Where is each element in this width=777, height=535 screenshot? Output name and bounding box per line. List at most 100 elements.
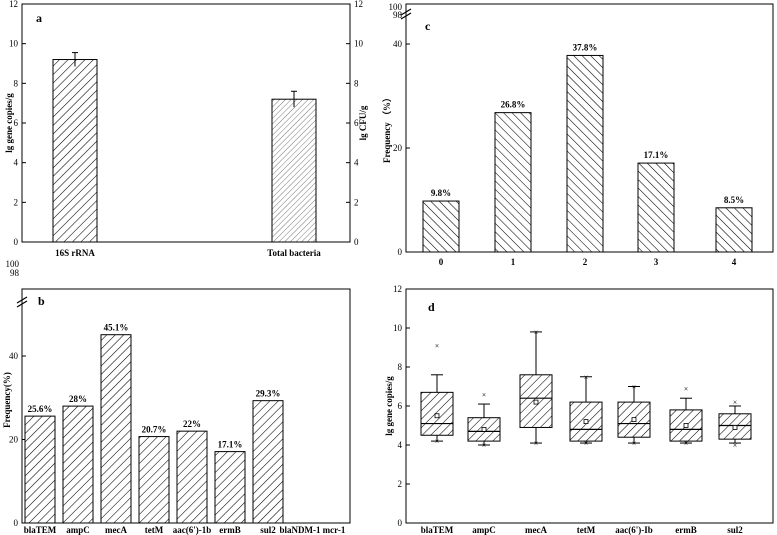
x-category-label: aac(6')-1b [173, 525, 212, 535]
x-category-label: 4 [732, 257, 737, 267]
y-tick-label: 6 [14, 118, 19, 128]
panel-b-ylabel: Frequency(%) [2, 372, 12, 428]
bar-value-label: 45.1% [104, 323, 129, 333]
x-category-label: ampC [66, 525, 90, 535]
mean-marker [583, 419, 589, 425]
y-tick-label: 40 [393, 39, 403, 49]
bar-value-label: 28% [69, 394, 87, 404]
y-tick-label-upper: 98 [393, 10, 403, 20]
x-category-label: 0 [439, 257, 444, 267]
bar-value-label: 17.1% [218, 440, 243, 450]
bar [100, 334, 132, 524]
outlier-marker: × [584, 439, 589, 448]
y-tick-label: 10 [393, 323, 403, 333]
axis-break-mark [16, 300, 28, 308]
panel-a-ylabel-right: lg CFU/g [358, 105, 368, 140]
x-category-label: aac(6')-Ib [615, 525, 653, 535]
bar-value-label: 22% [183, 419, 201, 429]
outlier-marker: × [435, 342, 440, 351]
bar [252, 400, 284, 524]
outlier-marker: × [435, 437, 440, 446]
panel-d-label: d [428, 300, 435, 314]
bar-value-label: 17.1% [644, 150, 669, 160]
bar [138, 436, 170, 524]
axis-break-mark [400, 8, 412, 16]
outlier-marker: × [584, 373, 589, 382]
x-category-label: tetM [577, 525, 596, 535]
y-tick-label: 0 [398, 518, 403, 528]
bar [271, 98, 317, 243]
mean-marker [434, 413, 440, 419]
axis-break-mark [400, 12, 412, 20]
x-category-label: 3 [654, 257, 659, 267]
y-tick-label-right: 0 [354, 237, 359, 247]
outlier-marker: × [632, 383, 637, 392]
bar-value-label: 20.7% [142, 425, 167, 435]
bar [494, 112, 532, 253]
x-category-label: ermB [675, 525, 697, 535]
outlier-marker: × [684, 384, 689, 393]
bar [422, 200, 460, 253]
x-category-label: blaTEM [421, 525, 454, 535]
x-category-label: blaTEM [24, 525, 57, 535]
bar [715, 207, 753, 253]
outlier-marker: × [632, 439, 637, 448]
bar [24, 415, 56, 524]
panel-c-label: c [425, 19, 431, 33]
bar-value-label: 29.3% [256, 389, 281, 399]
y-tick-label: 10 [9, 39, 19, 49]
y-tick-label: 12 [393, 284, 402, 294]
outlier-marker: × [534, 439, 539, 448]
bar [637, 162, 675, 253]
bar [214, 451, 246, 524]
x-category-label: mcr-1 [323, 525, 346, 535]
x-category-label: ampC [472, 525, 496, 535]
x-category-label: mecA [105, 525, 127, 535]
mean-marker [631, 417, 637, 423]
panel-d-ylabel: lg gene copies/g [384, 376, 394, 436]
mean-marker [481, 426, 487, 432]
bar-value-label: 37.8% [573, 42, 598, 52]
y-tick-label: 20 [393, 143, 403, 153]
panel-a-label: a [36, 11, 42, 25]
outlier-marker: × [534, 328, 539, 337]
bar [176, 430, 208, 524]
x-category-label: tetM [145, 525, 164, 535]
x-category-label: 16S rRNA [55, 248, 95, 258]
mean-marker [732, 425, 738, 430]
panel-a: a lg gene copies/g lg CFU/g 0 2 4 6 8 10 12 0 2… [4, 0, 368, 258]
x-category-label: ermB [219, 525, 241, 535]
x-category-label: sul2 [727, 525, 743, 535]
y-tick-label-right: 6 [354, 118, 359, 128]
outlier-marker: × [482, 441, 487, 450]
y-tick-label-right: 8 [354, 78, 359, 88]
y-tick-label-right: 10 [354, 39, 364, 49]
mean-marker [533, 399, 539, 405]
y-tick-label-upper: 100 [6, 259, 20, 269]
y-tick-label: 0 [14, 237, 19, 247]
x-category-label: mecA [525, 525, 547, 535]
y-tick-label: 4 [14, 158, 19, 168]
bar-value-label: 26.8% [501, 100, 526, 110]
axis-break-mark [16, 296, 28, 304]
x-category-label: blaNDM-1 [280, 525, 321, 535]
y-tick-label-right: 2 [354, 197, 359, 207]
y-tick-label: 12 [9, 0, 18, 9]
y-tick-label: 6 [398, 401, 403, 411]
x-category-label: 1 [511, 257, 516, 267]
bar [566, 54, 604, 253]
x-category-label: 2 [583, 257, 588, 267]
y-tick-label: 2 [398, 479, 403, 489]
bar-value-label: 8.5% [724, 195, 744, 205]
y-tick-label: 20 [9, 435, 19, 445]
bar-value-label: 25.6% [28, 404, 53, 414]
panel-c-ylabel: Frequency （%） [382, 93, 392, 163]
outlier-marker: × [733, 398, 738, 407]
y-tick-label-right: 12 [354, 0, 363, 9]
y-tick-label-upper: 98 [10, 268, 20, 278]
y-tick-label-upper: 100 [389, 2, 403, 12]
panel-d: d lg gene copies/g 0 2 4 6 8 10 12 × × × × × × × × × × ×… [384, 284, 774, 535]
